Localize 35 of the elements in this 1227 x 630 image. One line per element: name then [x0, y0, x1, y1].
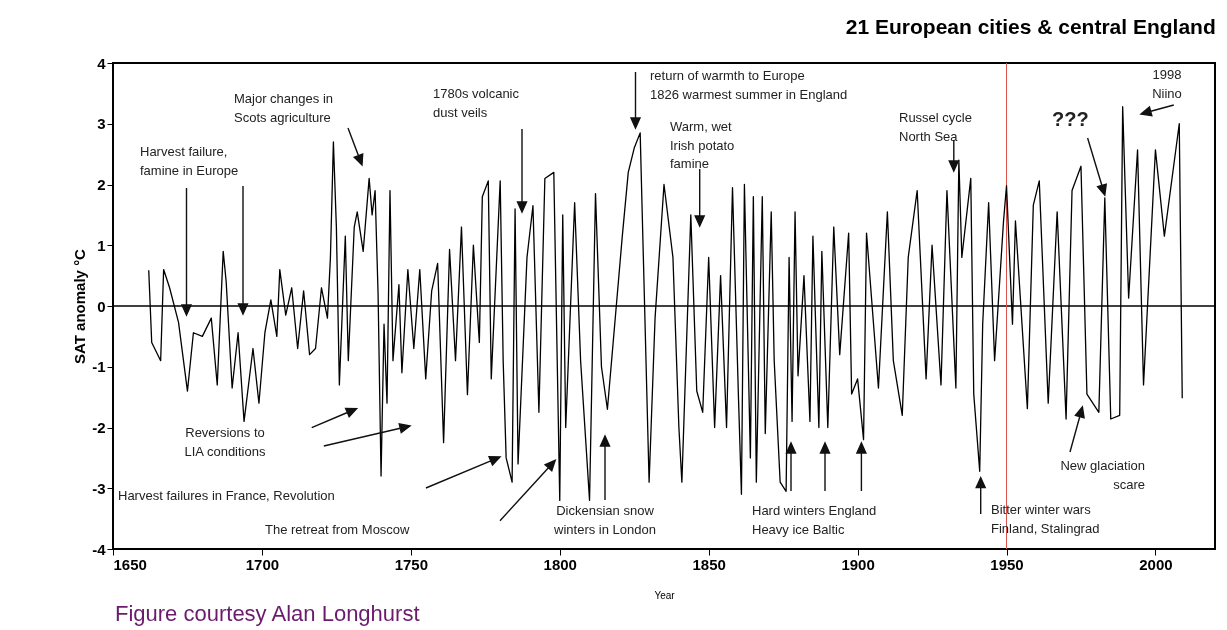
y-tick-label: 2	[97, 176, 106, 193]
annotation: Hard winters England Heavy ice Baltic	[752, 503, 877, 537]
annotation: Harvest failure, famine in Europe	[140, 144, 239, 178]
x-tick-label: 1850	[692, 555, 726, 573]
annotation: New glaciation scare	[1060, 458, 1145, 492]
y-tick-label: 4	[97, 54, 107, 72]
y-tick-label: -4	[92, 540, 107, 558]
x-tick-label: 1800	[543, 555, 577, 573]
y-tick-label: -2	[92, 419, 106, 436]
annotation: Reversions to LIA conditions	[184, 425, 266, 459]
annotation: ???	[1052, 108, 1089, 131]
y-tick-label: 0	[97, 297, 106, 315]
y-tick-label: -1	[92, 358, 106, 376]
annotation: 1780s volcanic dust veils	[433, 86, 520, 120]
x-tick-label: 1750	[394, 555, 429, 573]
y-axis-title: SAT anomaly °C	[71, 248, 89, 364]
annotation: Harvest failures in France, Revolution	[118, 488, 335, 504]
y-tick-label: -3	[92, 479, 106, 497]
annotation: Major changes in Scots agriculture	[234, 91, 333, 125]
annotation: Russel cycle North Sea	[899, 110, 972, 144]
x-tick-label: 1950	[990, 555, 1024, 573]
annotation: 1998 Niino	[1152, 67, 1182, 101]
x-axis-title: Year	[654, 589, 676, 601]
annotation: Warm, wet Irish potato famine	[670, 119, 735, 172]
x-tick-label: 1650	[113, 555, 147, 573]
x-tick-label: 2000	[1139, 555, 1173, 573]
y-tick-label: 1	[97, 236, 106, 254]
annotation: Dickensian snow winters in London	[553, 503, 656, 537]
chart-title: 21 European cities & central England	[845, 15, 1216, 38]
annotation: The retreat from Moscow	[265, 522, 411, 538]
annotation: return of warmth to Europe 1826 warmest summer in England	[650, 68, 848, 102]
x-tick-label: 1900	[841, 555, 875, 573]
x-tick-label: 1700	[245, 555, 280, 573]
text: Figure courtesy Alan Longhurst	[115, 600, 420, 626]
y-tick-label: 3	[97, 115, 106, 133]
